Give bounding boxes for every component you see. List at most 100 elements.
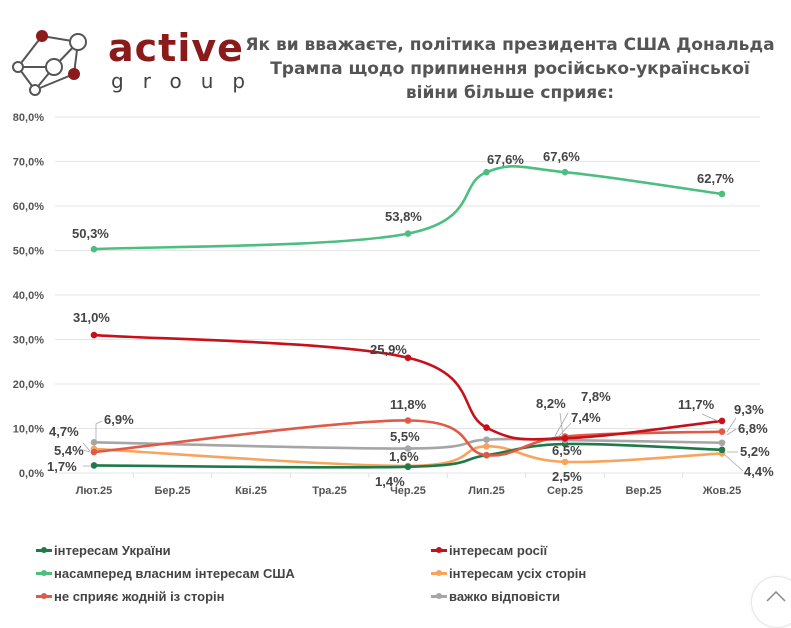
logo-word: active bbox=[108, 26, 244, 70]
data-label: 1,4% bbox=[375, 474, 405, 489]
label-leader-line bbox=[557, 422, 572, 438]
data-point bbox=[483, 443, 490, 450]
legend-label: інтересам України bbox=[54, 543, 171, 558]
data-point bbox=[718, 446, 726, 454]
data-label: 5,4% bbox=[54, 443, 84, 458]
series-line bbox=[92, 333, 724, 441]
y-tick-label: 70,0% bbox=[13, 157, 44, 169]
data-label: 9,3% bbox=[734, 402, 764, 417]
legend-item[interactable]: не сприяє жодній із сторін bbox=[36, 589, 225, 604]
data-label: 4,4% bbox=[744, 464, 774, 479]
data-label: 4,7% bbox=[49, 424, 79, 439]
x-tick-label: Лип.25 bbox=[468, 485, 504, 497]
title-line: війни більше сприяє: bbox=[405, 83, 615, 103]
legend-label: насамперед власним інтересам США bbox=[54, 566, 295, 581]
legend-swatch-icon bbox=[431, 593, 447, 599]
series-line bbox=[92, 442, 724, 469]
series-line bbox=[92, 437, 724, 450]
data-label: 25,9% bbox=[370, 342, 407, 357]
label-leader-line bbox=[726, 417, 737, 433]
data-label: 11,7% bbox=[678, 397, 715, 412]
data-label: 11,8% bbox=[390, 397, 427, 412]
legend-label: інтересам росії bbox=[449, 543, 548, 558]
legend-item[interactable]: насамперед власним інтересам США bbox=[36, 566, 295, 581]
data-label: 8,2% bbox=[536, 396, 566, 411]
data-label: 2,5% bbox=[552, 469, 582, 484]
data-label: 6,8% bbox=[738, 421, 768, 436]
legend-swatch-icon bbox=[36, 570, 52, 576]
legend-swatch-icon bbox=[36, 547, 52, 553]
label-leader-line bbox=[726, 428, 737, 436]
legend-swatch-icon bbox=[36, 593, 52, 599]
data-point bbox=[561, 434, 569, 442]
legend-item[interactable]: інтересам України bbox=[36, 543, 171, 558]
legend-item[interactable]: інтересам росії bbox=[431, 543, 547, 558]
data-point bbox=[90, 448, 98, 456]
chart-title: Як ви вважаєте, політика президента США … bbox=[240, 33, 780, 105]
logo-network-icon bbox=[12, 30, 87, 96]
data-point bbox=[483, 436, 490, 443]
data-label: 62,7% bbox=[697, 171, 734, 186]
y-tick-label: 30,0% bbox=[13, 335, 44, 347]
data-point bbox=[404, 354, 412, 362]
y-tick-label: 80,0% bbox=[13, 112, 44, 124]
data-point bbox=[90, 462, 98, 469]
legend-item[interactable]: важко відповісти bbox=[431, 589, 560, 604]
scroll-to-top-button[interactable] bbox=[751, 576, 791, 628]
title-line: Трампа щодо припинення російсько-українс… bbox=[270, 59, 750, 79]
data-label: 6,5% bbox=[552, 443, 582, 458]
legend-label: інтересам усіх сторін bbox=[449, 566, 587, 581]
legend-swatch-icon bbox=[431, 570, 447, 576]
x-tick-label: Жов.25 bbox=[702, 485, 742, 497]
line-chart: 0,0% 10,0% 20,0% 30,0% 40,0% 50,0% 60,0% 70,0% 8… bbox=[13, 112, 774, 497]
y-tick-label: 40,0% bbox=[13, 290, 44, 302]
logo: active group bbox=[8, 28, 245, 100]
data-point bbox=[718, 417, 726, 425]
legend-swatch-icon bbox=[431, 547, 447, 553]
series-line bbox=[92, 164, 724, 251]
y-tick-label: 60,0% bbox=[13, 201, 44, 213]
title-line: Як ви вважаєте, політика президента США … bbox=[245, 35, 775, 55]
label-leader-line bbox=[724, 454, 744, 472]
y-tick-label: 10,0% bbox=[13, 424, 44, 436]
data-label: 67,6% bbox=[543, 149, 580, 164]
data-point bbox=[90, 331, 98, 339]
data-point bbox=[404, 463, 412, 471]
data-point bbox=[483, 424, 490, 431]
data-point bbox=[404, 417, 412, 424]
data-point bbox=[404, 445, 412, 452]
x-tick-label: Тра.25 bbox=[312, 485, 346, 497]
data-point bbox=[483, 451, 490, 459]
legend-item[interactable]: інтересам усіх сторін bbox=[431, 566, 586, 581]
data-label: 53,8% bbox=[385, 209, 422, 224]
x-tick-label: Вер.25 bbox=[625, 485, 661, 497]
data-label: 1,6% bbox=[389, 449, 419, 464]
data-label: 50,3% bbox=[72, 226, 109, 241]
x-tick-label: Сер.25 bbox=[547, 485, 583, 497]
data-label: 5,5% bbox=[390, 429, 420, 444]
y-tick-label: 0,0% bbox=[19, 468, 44, 480]
label-leader-line bbox=[82, 449, 91, 453]
data-point bbox=[561, 168, 569, 176]
label-leader-line bbox=[95, 420, 103, 440]
label-leader-line bbox=[82, 442, 91, 452]
chevron-up-icon bbox=[766, 590, 786, 602]
data-point bbox=[718, 190, 726, 198]
x-tick-label: Бер.25 bbox=[154, 485, 190, 497]
data-label: 7,4% bbox=[571, 410, 601, 425]
data-point bbox=[404, 230, 412, 237]
data-point bbox=[718, 428, 726, 435]
y-tick-label: 50,0% bbox=[13, 246, 44, 258]
data-label: 5,2% bbox=[740, 444, 770, 459]
data-point bbox=[718, 439, 726, 447]
legend-label: важко відповісти bbox=[449, 589, 560, 604]
data-label: 31,0% bbox=[73, 310, 110, 325]
x-tick-label: Чер.25 bbox=[390, 485, 426, 497]
legend-label: не сприяє жодній із сторін bbox=[54, 589, 225, 604]
data-label: 1,7% bbox=[47, 459, 77, 474]
data-label: 67,6% bbox=[487, 152, 524, 167]
x-tick-label: Кві.25 bbox=[235, 485, 267, 497]
data-point bbox=[90, 438, 98, 446]
data-point bbox=[90, 245, 98, 253]
y-tick-label: 20,0% bbox=[13, 379, 44, 391]
